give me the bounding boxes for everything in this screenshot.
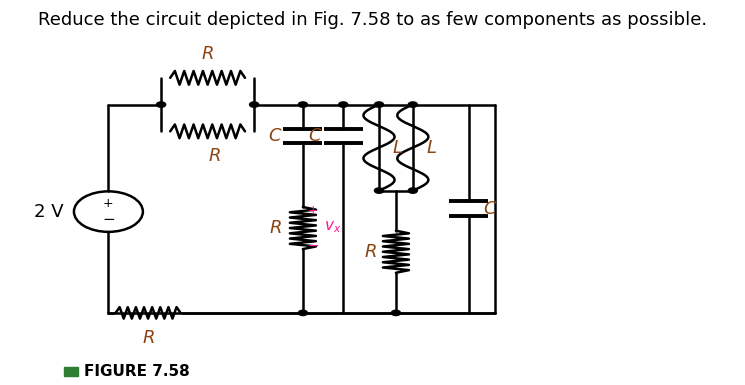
Text: +: + — [308, 204, 319, 217]
Text: $C$: $C$ — [267, 127, 282, 145]
Text: $R$: $R$ — [269, 219, 282, 237]
Circle shape — [250, 102, 259, 107]
Text: FIGURE 7.58: FIGURE 7.58 — [84, 364, 190, 379]
Circle shape — [339, 102, 348, 107]
Text: 2 V: 2 V — [34, 203, 63, 221]
Circle shape — [298, 102, 308, 107]
Text: $C$: $C$ — [308, 127, 323, 145]
Circle shape — [375, 188, 384, 193]
Text: $v_x$: $v_x$ — [324, 219, 341, 235]
Text: −: − — [308, 239, 319, 253]
Text: $L$: $L$ — [392, 139, 403, 157]
Circle shape — [408, 102, 417, 107]
Text: $R$: $R$ — [201, 45, 214, 62]
Text: +: + — [103, 198, 114, 211]
Bar — [63, 367, 77, 376]
Text: $C$: $C$ — [483, 200, 498, 218]
Text: Reduce the circuit depicted in Fig. 7.58 to as few components as possible.: Reduce the circuit depicted in Fig. 7.58… — [38, 11, 707, 29]
Circle shape — [298, 310, 308, 316]
Text: $R$: $R$ — [142, 329, 154, 347]
Circle shape — [391, 310, 401, 316]
Circle shape — [375, 102, 384, 107]
Text: $L$: $L$ — [426, 139, 437, 157]
Text: $R$: $R$ — [208, 147, 221, 166]
Text: −: − — [102, 212, 115, 227]
Circle shape — [408, 188, 417, 193]
Text: $R$: $R$ — [364, 243, 376, 261]
Circle shape — [156, 102, 165, 107]
